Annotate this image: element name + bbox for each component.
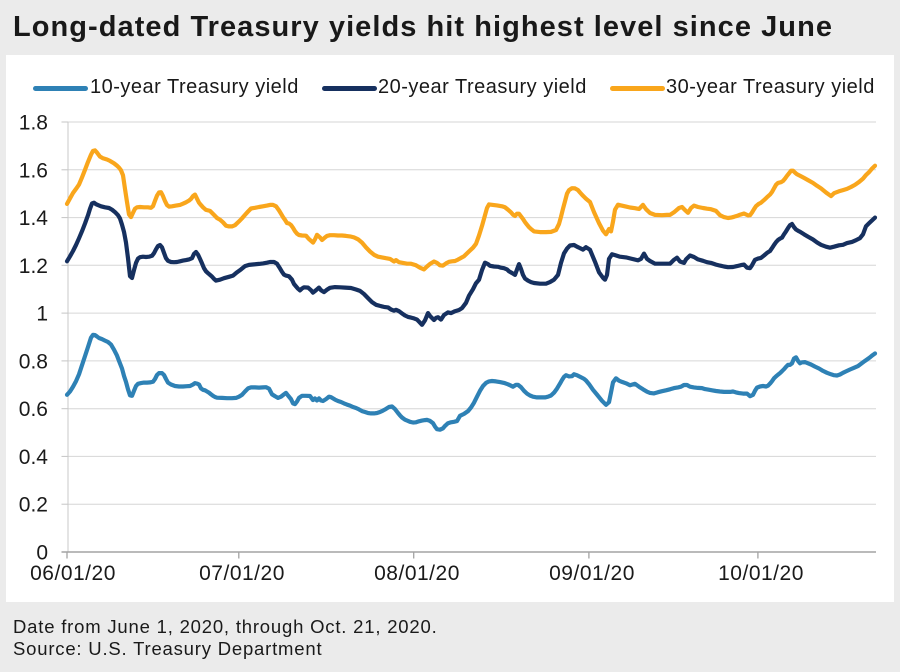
svg-text:1.4: 1.4 [19, 207, 49, 230]
svg-text:0: 0 [36, 542, 48, 565]
svg-text:10/01/20: 10/01/20 [718, 562, 804, 585]
svg-text:0.4: 0.4 [19, 446, 49, 469]
svg-text:0.2: 0.2 [19, 494, 48, 517]
svg-text:1: 1 [36, 303, 48, 326]
svg-text:06/01/20: 06/01/20 [30, 562, 116, 585]
svg-text:1.2: 1.2 [19, 255, 48, 278]
svg-text:0.8: 0.8 [19, 350, 48, 373]
svg-text:09/01/20: 09/01/20 [549, 562, 635, 585]
svg-text:08/01/20: 08/01/20 [374, 562, 460, 585]
svg-text:1.8: 1.8 [19, 112, 48, 135]
svg-text:07/01/20: 07/01/20 [199, 562, 285, 585]
svg-text:1.6: 1.6 [19, 159, 48, 182]
svg-text:0.6: 0.6 [19, 398, 48, 421]
